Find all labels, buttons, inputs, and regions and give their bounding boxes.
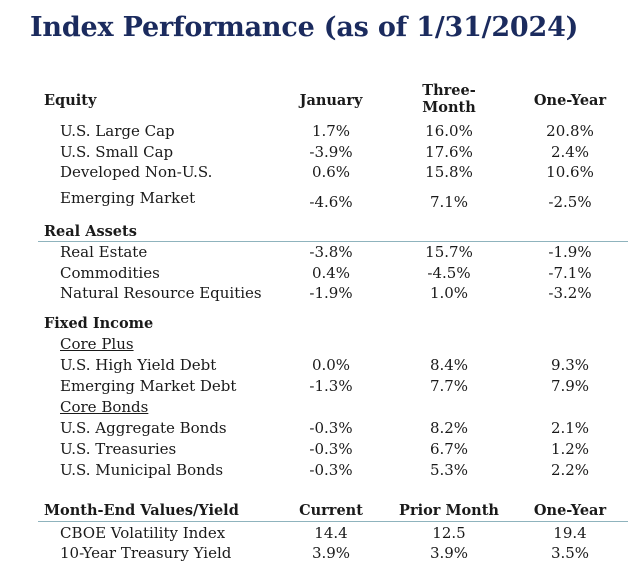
table-row: 10-Year Treasury Yield 3.9% 3.9% 3.5% [0, 544, 642, 564]
three-month-value: 17.6% [425, 143, 473, 161]
one-year-value: 9.3% [550, 356, 590, 374]
row-label: U.S. Municipal Bonds [60, 461, 224, 479]
three-month-value: 5.3% [429, 461, 469, 479]
section-real-assets: Real Assets [44, 223, 137, 240]
row-label: U.S. Treasuries [60, 440, 177, 458]
subsection-row: Core Plus [0, 335, 642, 355]
page-title: Index Performance (as of 1/31/2024) [30, 12, 579, 43]
table-row: Emerging Market Debt -1.3% 7.7% 7.9% [0, 377, 642, 397]
col-january-header: January [299, 92, 363, 109]
col-three-month-line2: Month [422, 99, 476, 116]
table-row: U.S. Aggregate Bonds -0.3% 8.2% 2.1% [0, 419, 642, 439]
january-value: 0.0% [311, 356, 351, 374]
table-row: Developed Non-U.S. 0.6% 15.8% 10.6% [0, 163, 642, 183]
prior-month-value: 12.5 [432, 524, 466, 542]
table-row: U.S. Small Cap -3.9% 17.6% 2.4% [0, 143, 642, 163]
row-label: Emerging Market Debt [60, 377, 237, 395]
section-fixed-income: Fixed Income [44, 315, 154, 332]
table-row: Real Estate -3.8% 15.7% -1.9% [0, 243, 642, 263]
one-year-value: -2.5% [548, 193, 592, 211]
january-value: -1.9% [309, 284, 353, 302]
section-row: Fixed Income [0, 315, 642, 335]
one-year-value: 2.2% [550, 461, 590, 479]
table-row: Natural Resource Equities -1.9% 1.0% -3.… [0, 284, 642, 304]
three-month-value: 15.8% [425, 163, 473, 181]
january-value: 0.6% [311, 163, 351, 181]
three-month-value: 15.7% [425, 243, 473, 261]
january-value: -0.3% [309, 440, 353, 458]
section-divider [38, 241, 628, 242]
row-label: U.S. Aggregate Bonds [60, 419, 227, 437]
table-row: CBOE Volatility Index 14.4 12.5 19.4 [0, 524, 642, 544]
january-value: -3.8% [309, 243, 353, 261]
one-year-value: -7.1% [548, 264, 592, 282]
one-year-value: 2.1% [550, 419, 590, 437]
three-month-value: 8.4% [429, 356, 469, 374]
col-current-header: Current [299, 502, 363, 519]
row-label: Developed Non-U.S. [60, 163, 213, 181]
one-year-value: 10.6% [546, 163, 594, 181]
table-row: U.S. Treasuries -0.3% 6.7% 1.2% [0, 440, 642, 460]
current-value: 14.4 [314, 524, 348, 542]
subsection-core-bonds: Core Bonds [60, 398, 149, 416]
section-month-end: Month-End Values/Yield [44, 502, 239, 519]
table-row: U.S. Large Cap 1.7% 16.0% 20.8% [0, 122, 642, 142]
table-row: U.S. High Yield Debt 0.0% 8.4% 9.3% [0, 356, 642, 376]
current-value: 3.9% [311, 544, 351, 562]
three-month-value: 7.7% [429, 377, 469, 395]
one-year-value: 19.4 [553, 524, 587, 542]
three-month-value: 16.0% [425, 122, 473, 140]
row-label: 10-Year Treasury Yield [60, 544, 232, 562]
january-value: -0.3% [309, 419, 353, 437]
january-value: -4.6% [309, 193, 353, 211]
three-month-value: 7.1% [429, 193, 469, 211]
three-month-value: 8.2% [429, 419, 469, 437]
row-label: U.S. High Yield Debt [60, 356, 217, 374]
section-equity: Equity [44, 92, 97, 109]
section-divider [38, 521, 628, 522]
table-row: Commodities 0.4% -4.5% -7.1% [0, 264, 642, 284]
row-label: CBOE Volatility Index [60, 524, 226, 542]
row-label: Natural Resource Equities [60, 284, 262, 302]
january-value: -3.9% [309, 143, 353, 161]
equity-header-row: Equity January One-Year [0, 92, 642, 112]
col-three-month-line1: Three- [422, 82, 476, 99]
section-row: Real Assets [0, 223, 642, 243]
three-month-value: -4.5% [427, 264, 471, 282]
one-year-value: 3.5% [550, 544, 590, 562]
three-month-value: 1.0% [429, 284, 469, 302]
col-prior-month-header: Prior Month [399, 502, 499, 519]
one-year-value: 20.8% [546, 122, 594, 140]
row-label: U.S. Large Cap [60, 122, 175, 140]
one-year-value: 1.2% [550, 440, 590, 458]
three-month-value: 6.7% [429, 440, 469, 458]
row-label: U.S. Small Cap [60, 143, 174, 161]
one-year-value: -3.2% [548, 284, 592, 302]
one-year-value: -1.9% [548, 243, 592, 261]
january-value: 0.4% [311, 264, 351, 282]
one-year-value: 7.9% [550, 377, 590, 395]
january-value: -1.3% [309, 377, 353, 395]
row-label: Emerging Market [60, 189, 196, 207]
row-label: Real Estate [60, 243, 148, 261]
table-row: U.S. Municipal Bonds -0.3% 5.3% 2.2% [0, 461, 642, 481]
table-row: Emerging Market -4.6% 7.1% -2.5% [0, 189, 642, 211]
month-end-header-row: Month-End Values/Yield Current Prior Mon… [0, 502, 642, 522]
col-three-month-header: Three- Month [422, 82, 476, 116]
subsection-core-plus: Core Plus [60, 335, 134, 353]
one-year-value: 2.4% [550, 143, 590, 161]
prior-month-value: 3.9% [429, 544, 469, 562]
subsection-row: Core Bonds [0, 398, 642, 418]
col-one-year-header: One-Year [533, 92, 607, 109]
january-value: 1.7% [311, 122, 351, 140]
row-label: Commodities [60, 264, 160, 282]
january-value: -0.3% [309, 461, 353, 479]
col-one-year-header: One-Year [533, 502, 607, 519]
